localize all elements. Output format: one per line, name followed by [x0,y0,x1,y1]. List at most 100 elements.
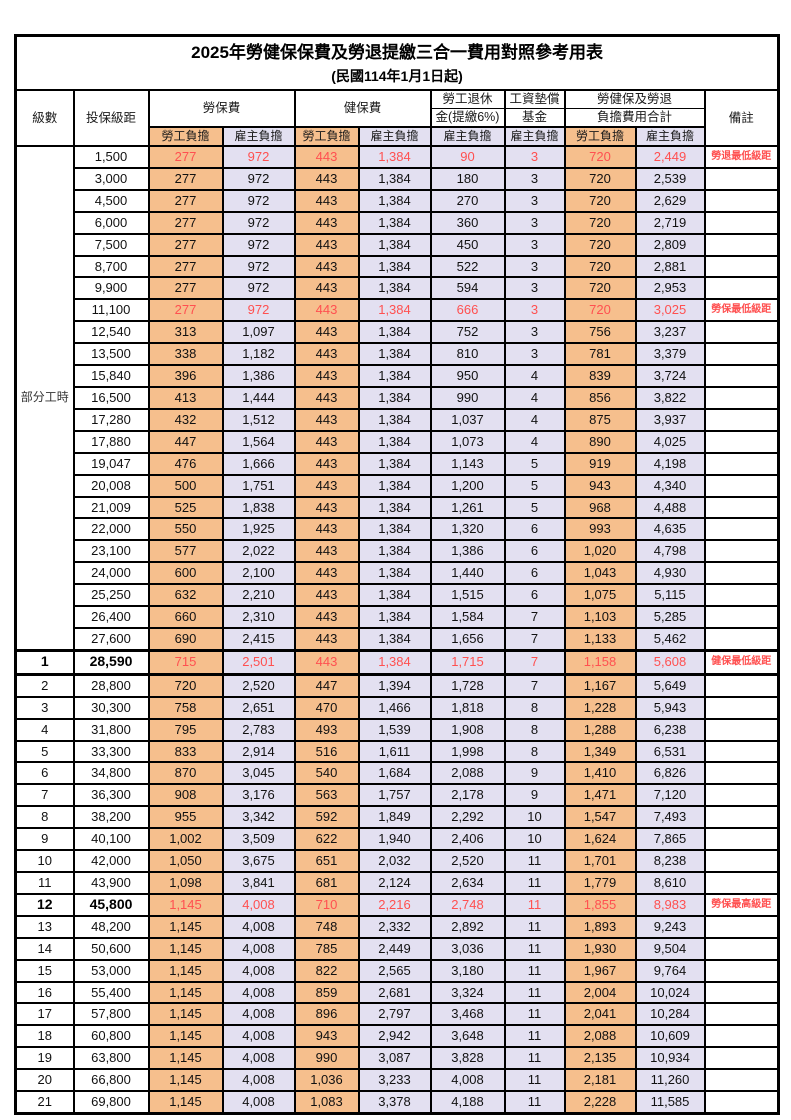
fee-cell: 3,509 [221,827,296,852]
fee-cell: 1,384 [357,342,432,367]
fee-cell: 2,565 [357,958,432,983]
fee-cell: 972 [221,254,296,279]
table-row: 13 48,200 1,145 4,008 748 2,332 2,892 11 1,893 9,… [14,914,780,939]
table-row: 18 60,800 1,145 4,008 943 2,942 3,648 11 2,088 10… [14,1024,780,1049]
level-cell: 12 [14,892,75,917]
table-row: 6 34,800 870 3,045 540 1,684 2,088 9 1,410 6,826 [14,761,780,786]
table-row: 8 38,200 955 3,342 592 1,849 2,292 10 1,547 7,493 [14,805,780,830]
fee-cell: 443 [293,145,360,169]
fee-cell: 11 [503,1024,566,1049]
remark-cell [703,871,780,895]
remark-cell [703,980,780,1005]
fee-cell: 443 [293,385,360,410]
fee-cell: 4,008 [221,936,296,961]
remark-cell [703,849,780,873]
fee-cell: 2,797 [357,1002,432,1027]
fee-cell: 1,228 [563,695,637,720]
fee-cell: 1,167 [563,673,637,698]
fee-cell: 1,182 [221,342,296,367]
fee-cell: 715 [147,648,224,676]
remark-cell [703,561,780,586]
fee-cell: 1,384 [357,232,432,257]
bracket-cell: 28,590 [72,648,150,676]
subheader-health-employee: 勞工負擔 [293,126,360,147]
fee-cell: 1,145 [147,980,224,1005]
fee-cell: 3 [503,210,566,235]
table-row: 9 40,100 1,002 3,509 622 1,940 2,406 10 1,624 7,8… [14,827,780,852]
fee-cell: 4,798 [634,539,706,564]
fee-cell: 1,098 [147,871,224,895]
fee-cell: 7,865 [634,827,706,852]
fee-cell: 972 [221,166,296,191]
fee-cell: 11 [503,892,566,917]
fee-cell: 1,083 [293,1090,360,1115]
bracket-cell: 30,300 [72,695,150,720]
fee-table: 2025年勞健保保費及勞退提繳三合一費用對照參考用表 (民國114年1月1日起)… [14,34,781,1115]
fee-cell: 2,100 [221,561,296,586]
bracket-cell: 8,700 [72,254,150,279]
table-row: 26,400 660 2,310 443 1,384 1,584 7 1,103 5,285 [16,605,780,629]
fee-cell: 1,145 [147,892,224,917]
fee-cell: 1,384 [357,539,432,564]
fee-cell: 2,681 [357,980,432,1005]
fee-cell: 443 [293,364,360,388]
table-row: 7 36,300 908 3,176 563 1,757 2,178 9 1,471 7,120 [14,783,780,808]
bracket-cell: 55,400 [72,980,150,1005]
fee-cell: 4,635 [634,517,706,542]
fee-cell: 2,449 [357,936,432,961]
fee-cell: 4,188 [429,1090,506,1115]
table-row: 17,880 447 1,564 443 1,384 1,073 4 890 4,025 [16,429,780,454]
level-cell: 4 [14,717,75,742]
table-row: 12 45,800 1,145 4,008 710 2,216 2,748 11 1,855 8,… [14,892,780,917]
table-row: 20 66,800 1,145 4,008 1,036 3,233 4,008 11 2,181… [14,1068,780,1093]
fee-cell: 3,378 [357,1090,432,1115]
fee-cell: 2,449 [634,145,706,169]
fee-cell: 859 [293,980,360,1005]
bracket-cell: 23,100 [72,539,150,564]
fee-cell: 443 [293,210,360,235]
fee-cell: 4,008 [221,892,296,917]
fee-cell: 2,634 [429,871,506,895]
fee-cell: 277 [147,210,224,235]
fee-cell: 758 [147,695,224,720]
fee-cell: 2,415 [221,626,296,652]
fee-cell: 3,237 [634,320,706,345]
fee-cell: 2,088 [563,1024,637,1049]
fee-cell: 919 [563,451,637,476]
fee-cell: 710 [293,892,360,917]
fee-cell: 1,512 [221,407,296,432]
remark-cell [703,1002,780,1027]
fee-cell: 1,145 [147,936,224,961]
fee-cell: 870 [147,761,224,786]
fee-cell: 11 [503,871,566,895]
table-row: 3,000 277 972 443 1,384 180 3 720 2,539 [16,166,780,191]
fee-cell: 720 [563,276,637,301]
title-row: 2025年勞健保保費及勞退提繳三合一費用對照參考用表 (民國114年1月1日起) [14,34,780,91]
col-header-level: 級數 [14,89,75,147]
table-row: 5 33,300 833 2,914 516 1,611 1,998 8 1,349 6,531 [14,739,780,764]
table-row: 27,600 690 2,415 443 1,384 1,656 7 1,133 5,462 [16,626,780,652]
fee-cell: 950 [429,364,506,388]
fee-cell: 3 [503,145,566,169]
fee-cell: 1,384 [357,429,432,454]
table-row: 19,047 476 1,666 443 1,384 1,143 5 919 4,198 [16,451,780,476]
fee-cell: 443 [293,539,360,564]
table-row: 15 53,000 1,145 4,008 822 2,565 3,180 11 1,967 9,… [14,958,780,983]
fee-cell: 1,145 [147,914,224,939]
fee-cell: 1,043 [563,561,637,586]
fee-cell: 9,243 [634,914,706,939]
header-row-3: 勞工負擔 雇主負擔 勞工負擔 雇主負擔 雇主負擔 雇主負擔 勞工負擔 雇主負擔 [16,126,779,147]
fee-cell: 2,210 [221,583,296,608]
fee-cell: 10,609 [634,1024,706,1049]
table-row: 7,500 277 972 443 1,384 450 3 720 2,809 [16,232,780,257]
fee-cell: 1,893 [563,914,637,939]
fee-cell: 720 [563,298,637,323]
fee-cell: 313 [147,320,224,345]
fee-cell: 955 [147,805,224,830]
fee-cell: 2,310 [221,605,296,629]
level-cell: 19 [14,1046,75,1071]
fee-cell: 1,728 [429,673,506,698]
fee-cell: 3,379 [634,342,706,367]
bracket-cell: 11,100 [72,298,150,323]
fee-cell: 2,292 [429,805,506,830]
